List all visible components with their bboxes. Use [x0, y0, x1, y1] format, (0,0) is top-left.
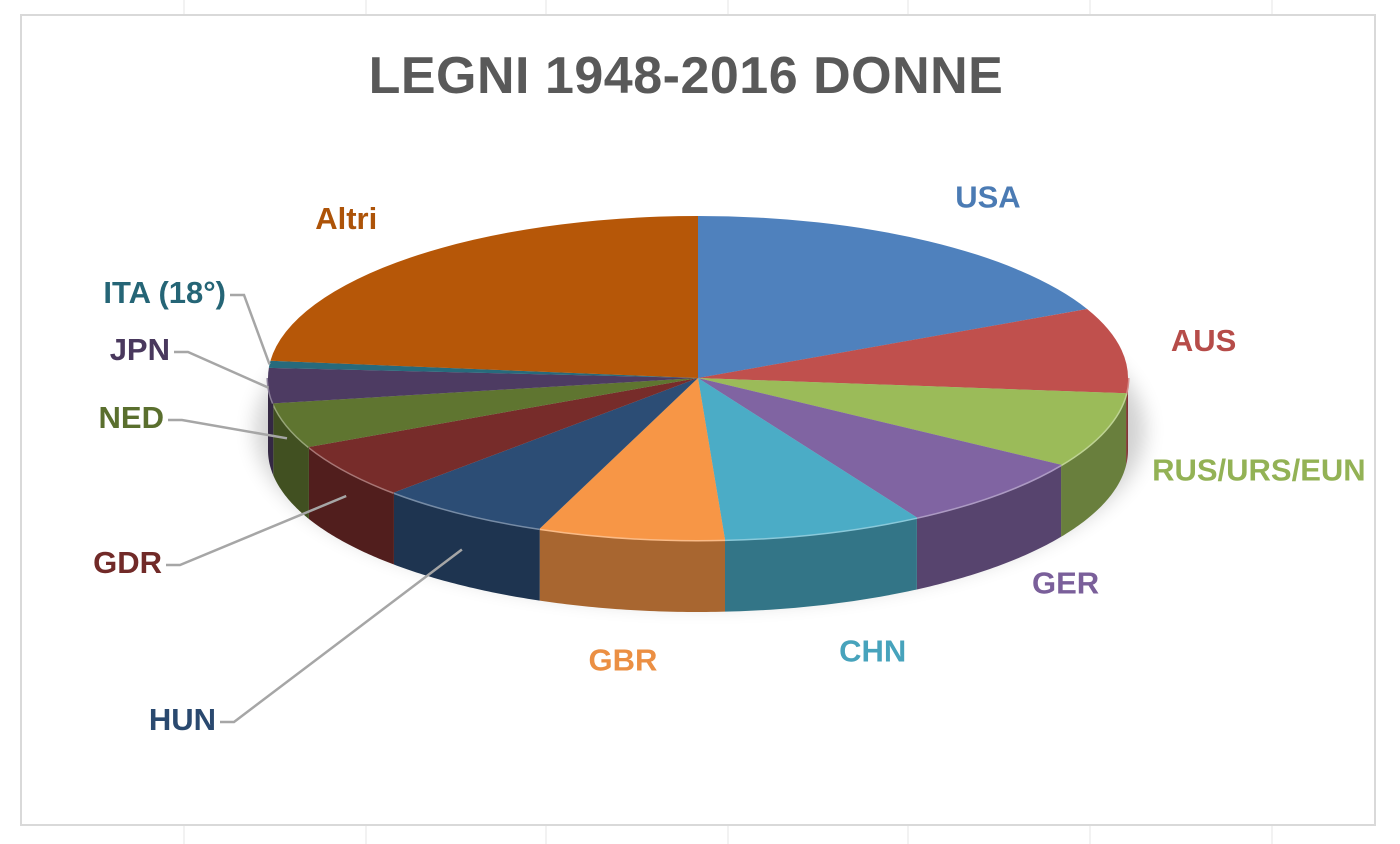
- pie-labels: USA AUS RUS/URS/EUN GER CHN GBR HUN GDR NED JPN IT…: [93, 179, 1366, 737]
- slice-label-chn: CHN: [839, 633, 906, 668]
- slice-label-altri: Altri: [315, 201, 377, 236]
- pie-slice-ita-18: [268, 360, 698, 378]
- slice-label-ger: GER: [1032, 565, 1099, 600]
- leader-line-gdr: [166, 494, 347, 567]
- pie-side-rus-urs-eun: [1061, 393, 1127, 537]
- slice-label-hun: HUN: [149, 702, 216, 737]
- leader-line-ita-18: [230, 293, 271, 365]
- pie-side-gbr: [539, 528, 725, 612]
- pie-slice-rus-urs-eun: [698, 378, 1127, 465]
- leader-line-ned: [168, 418, 288, 440]
- slice-label-gbr: GBR: [588, 643, 657, 678]
- pie-slice-altri: [270, 216, 698, 378]
- pie-slice-jpn: [268, 367, 698, 404]
- pie-slice-ned: [273, 378, 698, 447]
- pie-leader-lines: [166, 293, 463, 724]
- pie-slice-ger: [698, 378, 1062, 518]
- pie-slice-chn: [698, 378, 917, 540]
- slice-label-ita-18: ITA (18°): [103, 275, 226, 310]
- chart-title: LEGNI 1948-2016 DONNE: [368, 47, 1004, 105]
- pie-side-gdr: [308, 446, 394, 565]
- pie-side-ned: [273, 403, 309, 519]
- pie-slice-aus: [698, 309, 1129, 394]
- pie-tops: [268, 216, 1129, 540]
- slice-label-jpn: JPN: [110, 332, 170, 367]
- pie-slice-gbr: [539, 378, 725, 540]
- slice-label-usa: USA: [955, 179, 1020, 214]
- pie-side-aus: [1126, 378, 1128, 466]
- pie-side-chn: [725, 517, 917, 612]
- slice-label-aus: AUS: [1171, 323, 1236, 358]
- slice-label-ned: NED: [99, 400, 164, 435]
- slice-label-rus-urs-eun: RUS/URS/EUN: [1152, 453, 1366, 488]
- pie-side-ger: [916, 464, 1062, 590]
- pie-slice-usa: [698, 216, 1088, 378]
- pie-slice-hun: [393, 378, 698, 529]
- pie-slice-gdr: [308, 378, 698, 493]
- leader-line-jpn: [174, 350, 270, 389]
- slice-label-gdr: GDR: [93, 545, 162, 580]
- leader-line-hun: [220, 548, 463, 724]
